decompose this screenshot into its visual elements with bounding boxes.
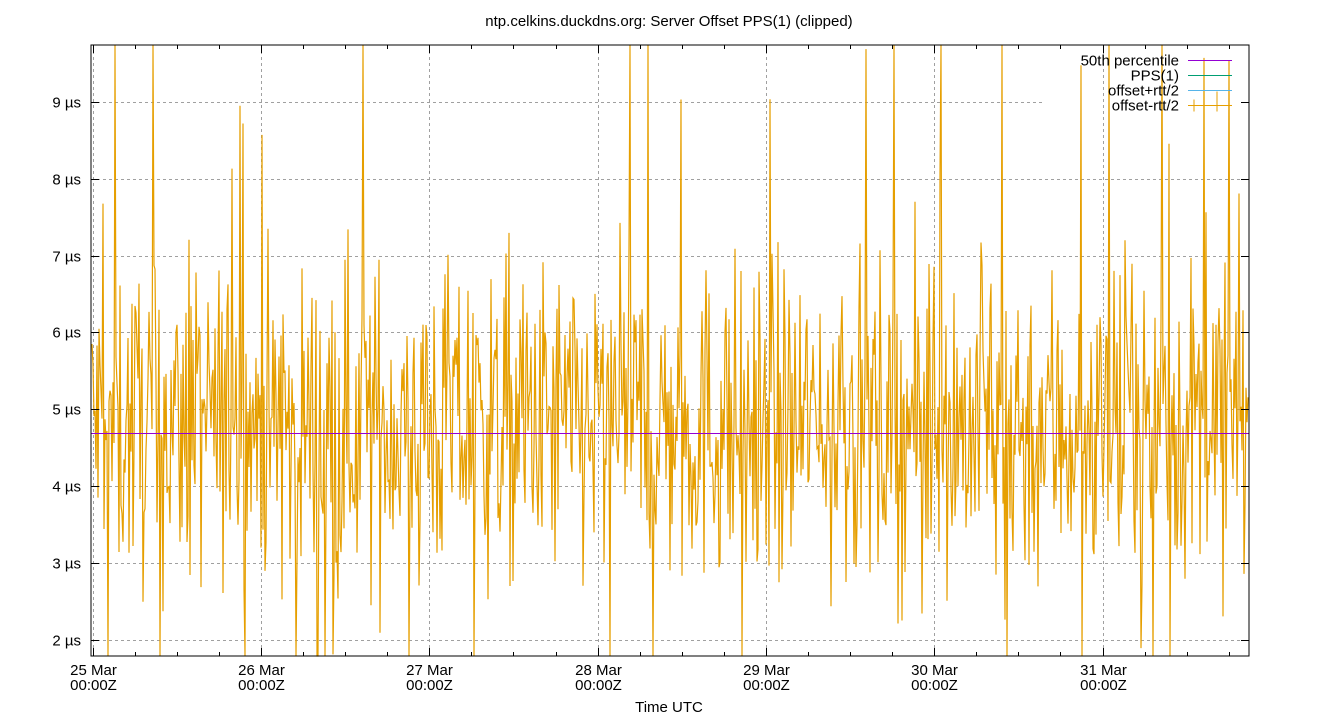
x-tick-label-date: 29 Mar bbox=[743, 662, 790, 679]
y-tick-label: 2 µs bbox=[52, 633, 81, 650]
plot-frame bbox=[90, 44, 1250, 657]
x-tick-label-time: 00:00Z bbox=[1080, 677, 1127, 694]
x-axis-label: Time UTC bbox=[635, 699, 703, 716]
legend-label: offset+rtt/2 bbox=[1108, 83, 1179, 100]
x-tick-label-date: 28 Mar bbox=[575, 662, 622, 679]
x-tick-label-time: 00:00Z bbox=[911, 677, 958, 694]
legend-label: PPS(1) bbox=[1131, 68, 1179, 85]
x-tick-label-date: 31 Mar bbox=[1080, 662, 1127, 679]
x-tick-label-date: 30 Mar bbox=[911, 662, 958, 679]
offset-minus-rtt-line bbox=[91, 44, 1249, 657]
x-tick-label-date: 26 Mar bbox=[238, 662, 285, 679]
y-tick-label: 4 µs bbox=[52, 479, 81, 496]
legend-label: 50th percentile bbox=[1081, 53, 1179, 70]
y-tick-label: 9 µs bbox=[52, 95, 81, 112]
x-tick-label-time: 00:00Z bbox=[70, 677, 117, 694]
x-tick-label-time: 00:00Z bbox=[575, 677, 622, 694]
y-tick-label: 8 µs bbox=[52, 172, 81, 189]
legend-label: offset-rtt/2 bbox=[1112, 98, 1179, 115]
y-tick-label: 3 µs bbox=[52, 556, 81, 573]
x-tick-label-time: 00:00Z bbox=[238, 677, 285, 694]
x-tick-label-date: 27 Mar bbox=[406, 662, 453, 679]
x-tick-label-date: 25 Mar bbox=[70, 662, 117, 679]
x-tick-label-time: 00:00Z bbox=[406, 677, 453, 694]
legend: 50th percentilePPS(1)offset+rtt/2offset-… bbox=[1081, 53, 1232, 115]
y-tick-label: 5 µs bbox=[52, 402, 81, 419]
chart-title: ntp.celkins.duckdns.org: Server Offset P… bbox=[485, 13, 852, 30]
axis-ticks bbox=[91, 45, 1249, 656]
x-tick-label-time: 00:00Z bbox=[743, 677, 790, 694]
y-tick-label: 7 µs bbox=[52, 249, 81, 266]
y-axis-labels: 2 µs 3 µs 4 µs 5 µs 6 µs 7 µs 8 µs 9 µs bbox=[52, 95, 81, 650]
series-offset-minus-rtt bbox=[91, 44, 1249, 657]
y-tick-label: 6 µs bbox=[52, 325, 81, 342]
